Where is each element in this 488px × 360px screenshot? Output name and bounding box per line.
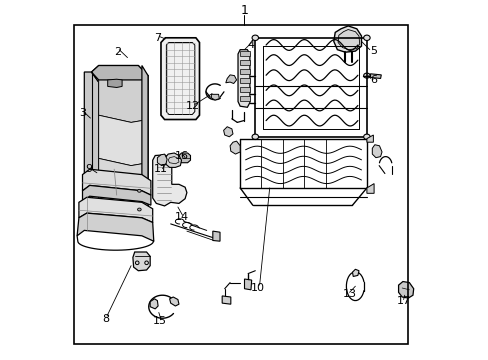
- Text: 12: 12: [186, 101, 200, 111]
- Polygon shape: [91, 66, 148, 80]
- Polygon shape: [82, 169, 151, 195]
- Polygon shape: [142, 66, 148, 224]
- Polygon shape: [212, 231, 220, 241]
- Polygon shape: [240, 51, 249, 56]
- Ellipse shape: [363, 134, 369, 140]
- Polygon shape: [161, 38, 199, 120]
- Polygon shape: [371, 145, 381, 158]
- Text: 8: 8: [102, 314, 109, 324]
- Polygon shape: [398, 282, 413, 298]
- Polygon shape: [107, 79, 122, 87]
- Polygon shape: [91, 66, 148, 224]
- Text: 3: 3: [79, 108, 86, 118]
- Polygon shape: [370, 74, 381, 78]
- Polygon shape: [333, 26, 361, 52]
- Ellipse shape: [251, 134, 258, 140]
- Polygon shape: [337, 30, 359, 50]
- Polygon shape: [230, 141, 240, 154]
- Polygon shape: [82, 185, 151, 205]
- Polygon shape: [77, 213, 153, 241]
- Polygon shape: [222, 296, 230, 304]
- Text: 1: 1: [240, 4, 248, 17]
- Ellipse shape: [363, 73, 369, 78]
- Polygon shape: [84, 72, 99, 216]
- Polygon shape: [223, 127, 232, 137]
- Text: 17: 17: [396, 296, 410, 306]
- Polygon shape: [225, 75, 236, 84]
- Polygon shape: [99, 66, 148, 122]
- Polygon shape: [150, 299, 158, 309]
- Text: 14: 14: [174, 212, 188, 222]
- Text: 13: 13: [342, 289, 356, 300]
- Text: 2: 2: [114, 47, 121, 57]
- Polygon shape: [179, 153, 190, 163]
- Bar: [73, 25, 407, 344]
- Text: 5: 5: [369, 46, 376, 56]
- Text: 16: 16: [174, 150, 188, 161]
- Polygon shape: [99, 158, 148, 224]
- Polygon shape: [157, 154, 167, 166]
- Polygon shape: [152, 155, 186, 206]
- Polygon shape: [240, 87, 249, 92]
- Polygon shape: [366, 184, 373, 193]
- Polygon shape: [352, 269, 358, 276]
- Text: 11: 11: [154, 164, 168, 174]
- Polygon shape: [165, 153, 181, 167]
- Polygon shape: [244, 279, 251, 290]
- Text: 4: 4: [247, 40, 254, 50]
- Polygon shape: [238, 50, 249, 107]
- Text: 15: 15: [153, 316, 166, 326]
- Text: 9: 9: [85, 164, 92, 174]
- Polygon shape: [240, 60, 249, 65]
- Polygon shape: [99, 115, 148, 166]
- Polygon shape: [366, 135, 373, 142]
- Polygon shape: [240, 96, 249, 101]
- Polygon shape: [240, 69, 249, 74]
- Polygon shape: [79, 197, 152, 222]
- Polygon shape: [169, 297, 179, 306]
- Text: 7: 7: [154, 33, 161, 43]
- Polygon shape: [211, 94, 219, 100]
- Ellipse shape: [363, 35, 369, 41]
- Polygon shape: [133, 252, 150, 271]
- Ellipse shape: [137, 208, 141, 211]
- Polygon shape: [240, 78, 249, 83]
- Ellipse shape: [251, 35, 258, 41]
- Text: 6: 6: [369, 75, 376, 85]
- Ellipse shape: [137, 189, 141, 192]
- Text: 10: 10: [251, 283, 264, 293]
